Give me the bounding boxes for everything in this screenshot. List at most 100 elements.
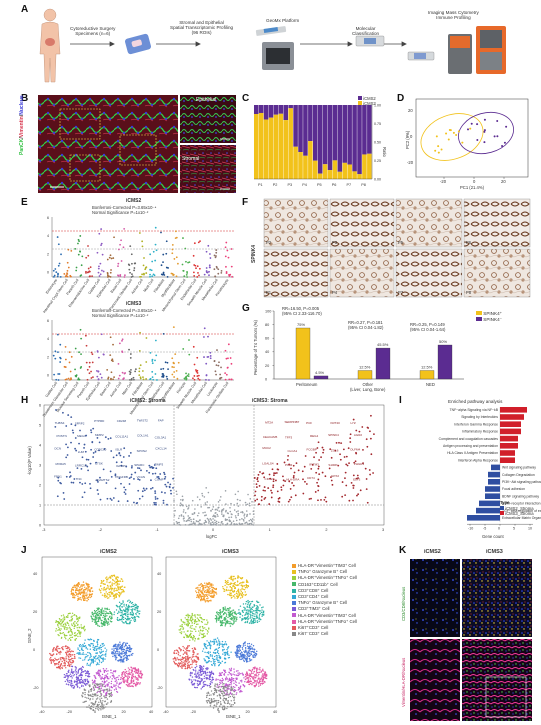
tsne-cell-point: [244, 646, 247, 649]
icms2-gene-label: LUM: [78, 450, 85, 454]
e-dot: [110, 371, 113, 374]
tsne-cell-point: [119, 605, 121, 607]
tsne-cell-point: [101, 676, 103, 678]
e-dot: [215, 251, 218, 254]
g-cat-2: Other (Liver, Lung, Bone): [350, 382, 386, 392]
icms2-gene-point: [155, 467, 158, 470]
icms2-gene-label: CXCL14: [155, 447, 167, 451]
e-dot: [110, 377, 112, 380]
tsne-cell-point: [99, 705, 102, 708]
tsne-cell-point: [205, 589, 207, 592]
tsne-cell-point: [180, 620, 183, 622]
tsne-cell-point: [242, 588, 244, 591]
tsne-cell-point: [123, 654, 126, 657]
tsne-cell-point: [199, 625, 201, 628]
tsne-cell-point: [67, 655, 70, 658]
tsne-cell-point: [83, 642, 86, 644]
e-dot: [131, 275, 134, 278]
tsne-cell-point: [55, 628, 58, 630]
tsne-cell-point: [227, 589, 230, 591]
tsne-cell-point: [232, 623, 234, 626]
ns-point: [205, 487, 208, 489]
tsne-cell-point: [182, 628, 184, 631]
e-dot: [131, 262, 133, 265]
tsne-cell-point: [89, 590, 92, 592]
tsne-cell-point: [191, 630, 193, 633]
icms3-gene-point: [320, 499, 322, 501]
tsne-cell-point: [94, 621, 97, 623]
icms2-point: [483, 129, 486, 132]
tsne-cell-point: [220, 624, 222, 627]
tsne-cell-point: [241, 648, 244, 650]
tsne-cell-point: [201, 591, 204, 593]
tsne-cell-point: [184, 617, 186, 619]
e-dot: [74, 347, 77, 350]
tsne-cell-point: [123, 657, 125, 659]
tsne-cell-point: [120, 681, 122, 684]
icms3-gene-point: [295, 462, 298, 465]
panel-b-image: [38, 95, 236, 193]
tsne-cell-point: [238, 644, 241, 646]
tsne-cell-point: [256, 601, 259, 604]
icms2-gene-point: [130, 476, 133, 479]
tsne-cell-point: [93, 609, 96, 612]
e-dot: [120, 260, 123, 262]
icms2-gene-point: [55, 409, 57, 411]
tsne-cell-point: [211, 654, 213, 656]
tsne-cell-point: [201, 598, 203, 601]
tsne-cell-point: [97, 625, 99, 627]
tsne-cell-point: [236, 593, 239, 595]
tsne-cell-point: [222, 610, 224, 612]
tsne-cell-point: [201, 626, 204, 628]
icms2-gene-point: [85, 458, 88, 461]
tsne-cell-point: [121, 606, 123, 608]
ns-point: [189, 523, 192, 526]
icms2-bar: [342, 105, 348, 163]
pathway-bar: [500, 457, 515, 463]
icms2-gene-point: [119, 454, 122, 457]
tsne-cell-point: [253, 648, 256, 651]
tsne-cell-point: [80, 669, 83, 672]
tsne-cell-point: [125, 650, 128, 652]
tsne-cell-point: [204, 643, 207, 645]
tsne-cell-point: [187, 618, 189, 620]
tsne-cell-point: [215, 617, 218, 620]
tsne-cell-point: [107, 684, 109, 687]
tsne-cell-point: [222, 649, 224, 651]
tsne-cell-point: [63, 626, 65, 628]
tsne-cell-point: [249, 659, 252, 662]
icms2-gene-point: [90, 448, 92, 451]
tsne-cell-point: [229, 586, 231, 588]
ns-point: [212, 524, 215, 526]
icms2-bar: [278, 105, 284, 114]
tsne-cell-point: [231, 610, 233, 612]
e-dot: [57, 272, 59, 275]
e-dot: [122, 246, 125, 249]
tsne-cell-point: [195, 623, 198, 626]
e-dot: [149, 253, 152, 256]
tsne-cell-point: [79, 597, 81, 599]
tsne-cell-point: [80, 626, 82, 628]
icms3-gene-label: FCGBP: [307, 447, 317, 451]
icms2-gene-point: [54, 425, 57, 428]
tsne-cell-point: [229, 577, 232, 579]
icms3-gene-point: [262, 489, 265, 492]
tsne-cell-point: [102, 580, 104, 582]
icms3-gene-point: [272, 478, 275, 481]
g-bar: [375, 347, 391, 380]
tsne-cell-point: [122, 609, 125, 611]
tsne-cell-point: [57, 625, 59, 627]
e-dot: [205, 271, 208, 274]
tsne-cell-point: [204, 582, 206, 584]
tsne-cell-point: [216, 656, 218, 659]
tsne-cell-point: [224, 579, 227, 582]
tsne-cell-point: [106, 581, 108, 583]
e-dot: [186, 276, 188, 278]
ns-point: [199, 519, 201, 521]
e-dot: [79, 328, 82, 331]
tsne-cell-point: [70, 590, 72, 593]
tsne-cell-point: [232, 616, 235, 618]
ns-point: [207, 519, 210, 521]
